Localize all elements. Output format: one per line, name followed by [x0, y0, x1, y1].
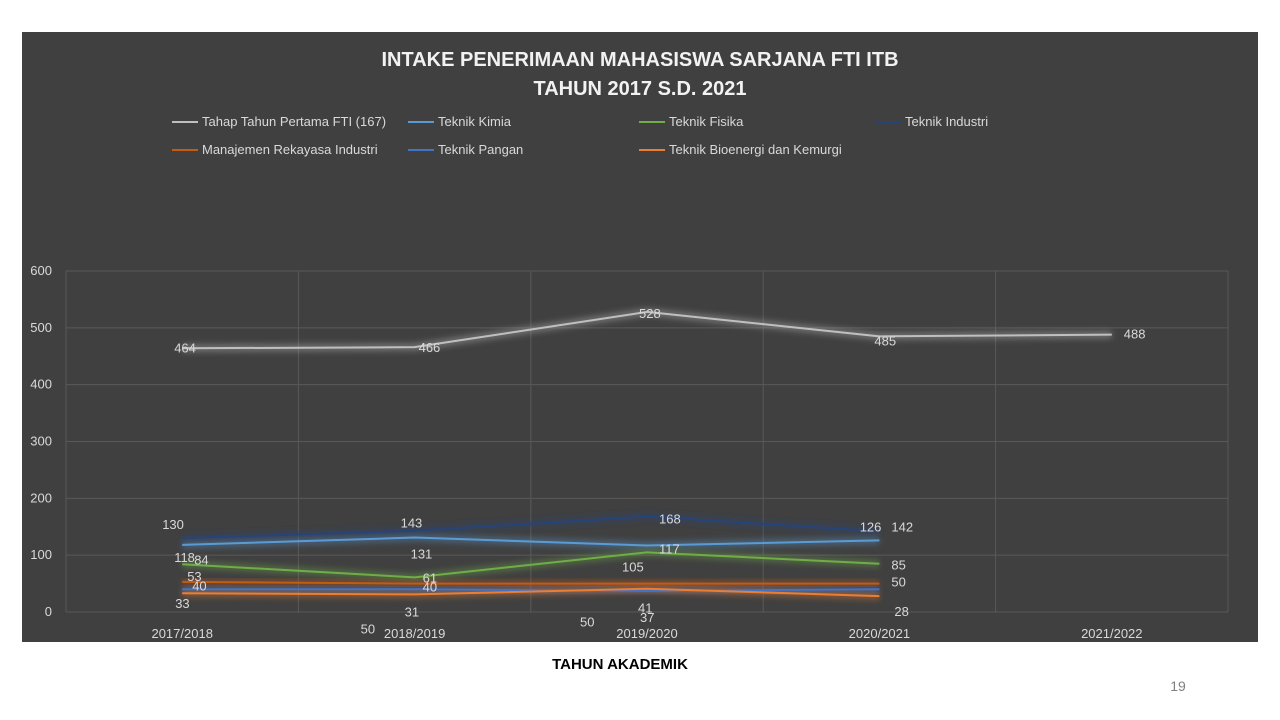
series-glow-layer — [181, 307, 1112, 601]
series-line — [182, 580, 880, 585]
y-tick-label: 400 — [30, 377, 52, 392]
data-label: 53 — [187, 569, 201, 584]
series-line — [182, 588, 880, 592]
y-tick-label: 300 — [30, 434, 52, 449]
data-label: 61 — [423, 570, 437, 585]
x-axis: 2017/2018 2018/2019 2019/2020 2020/2021 2021… — [151, 626, 1142, 641]
series-line — [182, 515, 880, 540]
legend-entry: Teknik Pangan — [438, 142, 523, 157]
page-number: 19 — [1170, 678, 1186, 694]
data-labels: 464 466 528 485 488 118 131 117 126 84 61 105 85 130 1… — [162, 306, 1146, 637]
data-label: 31 — [405, 604, 419, 619]
chart-title-line-2: TAHUN 2017 S.D. 2021 — [533, 78, 746, 100]
series-line — [182, 587, 880, 598]
series-line — [182, 310, 1112, 350]
data-label: 50 — [361, 622, 375, 637]
data-label: 528 — [639, 306, 661, 321]
data-label: 40 — [423, 579, 437, 594]
data-label: 84 — [194, 552, 208, 567]
data-label: 485 — [874, 333, 896, 348]
chart-title-line-1: INTAKE PENERIMAAN MAHASISWA SARJANA FTI … — [381, 49, 898, 71]
x-tick-label: 2017/2018 — [151, 626, 212, 641]
data-label: 126 — [860, 519, 882, 534]
x-tick-label: 2019/2020 — [616, 626, 677, 641]
y-axis: 0 100 200 300 400 500 600 — [30, 263, 52, 619]
data-label: 130 — [162, 517, 184, 532]
legend-entry: Teknik Industri — [905, 114, 988, 129]
data-label: 168 — [659, 512, 681, 527]
legend-entry: Manajemen Rekayasa Industri — [202, 142, 378, 157]
chart-legend: Tahap Tahun Pertama FTI (167) Teknik Kimi… — [172, 114, 988, 157]
data-label: 50 — [580, 615, 594, 630]
x-tick-label: 2018/2019 — [384, 626, 445, 641]
data-label: 105 — [622, 559, 644, 574]
y-tick-label: 600 — [30, 263, 52, 278]
data-label: 488 — [1124, 327, 1146, 342]
legend-entry: Teknik Bioenergi dan Kemurgi — [669, 142, 842, 157]
y-tick-label: 100 — [30, 547, 52, 562]
chart-grid — [65, 270, 1229, 613]
data-label: 142 — [891, 519, 913, 534]
series-line — [182, 551, 880, 579]
data-label: 466 — [419, 340, 441, 355]
y-tick-label: 0 — [45, 604, 52, 619]
series-line — [182, 536, 880, 547]
data-label: 41 — [638, 601, 652, 616]
data-label: 118 — [174, 550, 195, 565]
data-label: 40 — [192, 578, 206, 593]
legend-entry: Teknik Kimia — [438, 114, 512, 129]
data-label: 50 — [891, 575, 905, 590]
data-label: 85 — [891, 558, 905, 573]
data-label: 33 — [175, 596, 189, 611]
x-tick-label: 2020/2021 — [849, 626, 910, 641]
data-label: 464 — [174, 340, 196, 355]
x-axis-title: TAHUN AKADEMIK — [552, 656, 688, 673]
data-label: 143 — [401, 516, 423, 531]
y-tick-label: 200 — [30, 490, 52, 505]
chart-panel: INTAKE PENERIMAAN MAHASISWA SARJANA FTI … — [22, 32, 1258, 642]
data-label: 37 — [640, 610, 654, 625]
data-label: 28 — [894, 604, 908, 619]
legend-entry: Teknik Fisika — [669, 114, 744, 129]
x-tick-label: 2021/2022 — [1081, 626, 1142, 641]
y-tick-label: 500 — [30, 320, 52, 335]
data-label: 117 — [659, 542, 680, 557]
data-label: 131 — [411, 547, 433, 562]
series-layer — [182, 310, 1112, 598]
line-chart: INTAKE PENERIMAAN MAHASISWA SARJANA FTI … — [30, 49, 1229, 641]
legend-entry: Tahap Tahun Pertama FTI (167) — [202, 114, 386, 129]
